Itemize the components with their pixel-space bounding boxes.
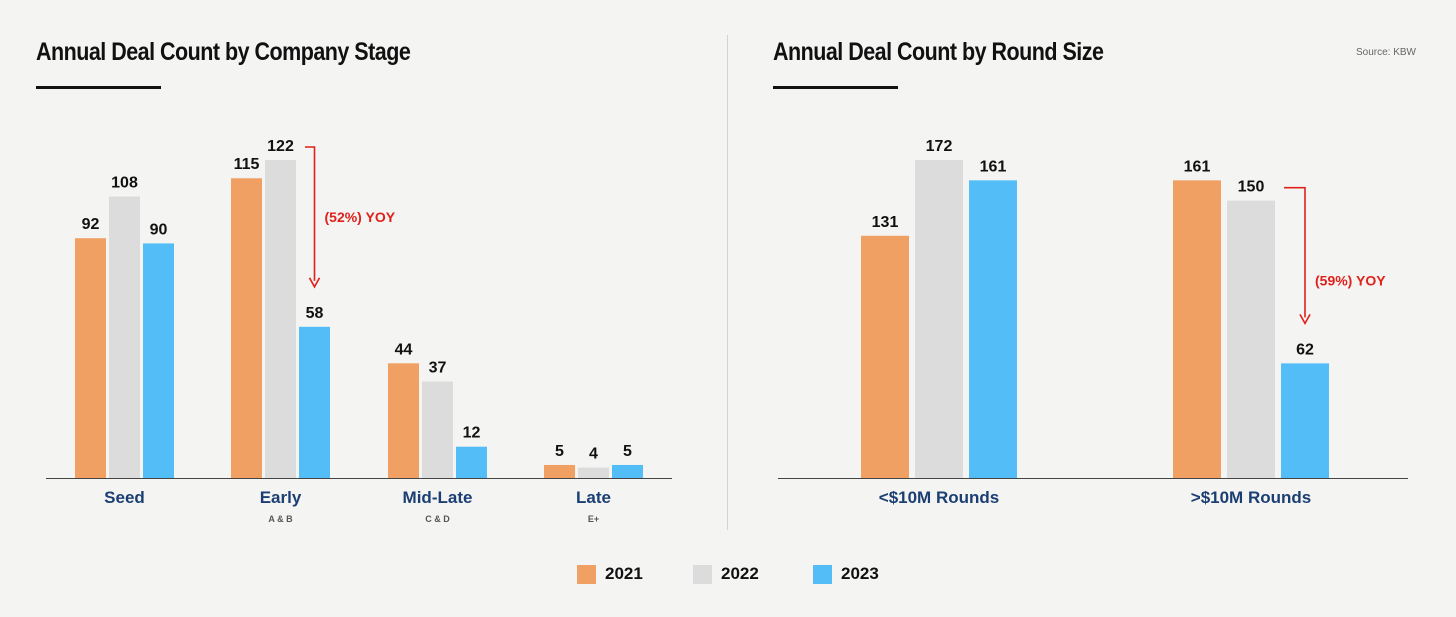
source-note: Source: KBW [1355,47,1416,58]
category-label-10m-rounds: >$10M Rounds [1191,488,1311,507]
bar-mid-late-2022 [422,381,453,478]
value-label-mid-late-2023: 12 [463,425,481,442]
round-size-chart-title: Annual Deal Count by Round Size [773,38,1104,66]
category-label-late: Late [576,488,611,507]
value-label-mid-late-2022: 37 [429,360,447,377]
value-label-10m-rounds-2023: 62 [1296,341,1314,358]
legend-item-2021: 2021 [577,562,643,586]
legend-item-2023: 2023 [813,562,879,586]
bar-early-2023 [299,326,330,478]
stage-chart-title: Annual Deal Count by Company Stage [36,38,411,66]
bar-seed-2021 [75,238,106,478]
legend-label-2021: 2021 [605,564,643,583]
yoy-arrow-line [305,146,316,281]
yoy-arrow-head [308,277,321,289]
round-size-title-underline [773,86,898,89]
category-label-early: Early [260,488,302,507]
legend: 2021 2022 2023 [0,562,1456,586]
stage-title-underline [36,86,161,89]
yoy-arrow-head [1299,313,1311,326]
bar-10m-rounds-2022 [1227,200,1275,478]
legend-swatch-2022 [693,564,712,584]
value-label-seed-2022: 108 [111,174,138,191]
bar-early-2021 [231,178,262,478]
category-sublabel-late: E+ [588,514,599,524]
value-label-mid-late-2021: 44 [395,341,413,358]
yoy-arrow-line [1284,186,1306,318]
value-label-early-2021: 115 [234,156,260,173]
category-label-seed: Seed [104,488,145,507]
legend-label-2023: 2023 [841,564,879,583]
value-label-early-2023: 58 [306,305,324,322]
value-label-10m-rounds-2021: 131 [872,214,899,231]
bar-late-2022 [578,467,609,478]
panel-divider [727,35,728,530]
round-size-bar-chart: 131 172 161 <$10M Rounds 161 150 62 >$10M Round… [778,138,1408,507]
bar-early-2022 [265,160,296,478]
legend-label-2022: 2022 [721,564,759,583]
legend-swatch-2023 [813,564,832,584]
bar-10m-rounds-2023 [1281,363,1329,478]
value-label-early-2022: 122 [267,138,294,155]
bar-mid-late-2021 [388,363,419,478]
value-label-10m-rounds-2022: 150 [1238,179,1265,196]
bar-10m-rounds-2021 [1173,180,1221,478]
value-label-late-2021: 5 [555,443,564,460]
value-label-late-2023: 5 [623,443,632,460]
bar-mid-late-2023 [456,446,487,478]
category-label-mid-late: Mid-Late [403,488,473,507]
round-size-chart-panel: Annual Deal Count by Round Size Source: … [730,0,1456,540]
value-label-10m-rounds-2023: 161 [980,158,1007,175]
value-label-10m-rounds-2021: 161 [1184,158,1211,175]
category-label-10m-rounds: <$10M Rounds [879,488,999,507]
bar-seed-2023 [143,243,174,478]
legend-swatch-2021 [577,564,596,584]
stage-bar-chart: 92 108 90 Seed 115 122 58 Early A & B 44 37 12 Mid-L… [46,138,672,524]
value-label-seed-2021: 92 [82,216,100,233]
yoy-annotation: (59%) YOY [1315,273,1386,289]
stage-chart-panel: Annual Deal Count by Company Stage 92 108… [0,0,700,540]
category-sublabel-early: A & B [268,514,293,524]
bar-late-2021 [544,464,575,478]
bar-seed-2022 [109,196,140,478]
bar-late-2023 [612,464,643,478]
bar-10m-rounds-2023 [969,180,1017,478]
value-label-late-2022: 4 [589,446,598,463]
bar-10m-rounds-2022 [915,160,963,478]
bar-10m-rounds-2021 [861,235,909,478]
category-sublabel-mid-late: C & D [425,514,450,524]
legend-item-2022: 2022 [693,562,759,586]
value-label-10m-rounds-2022: 172 [926,138,953,155]
yoy-annotation: (52%) YOY [325,209,396,225]
value-label-seed-2023: 90 [150,221,168,238]
